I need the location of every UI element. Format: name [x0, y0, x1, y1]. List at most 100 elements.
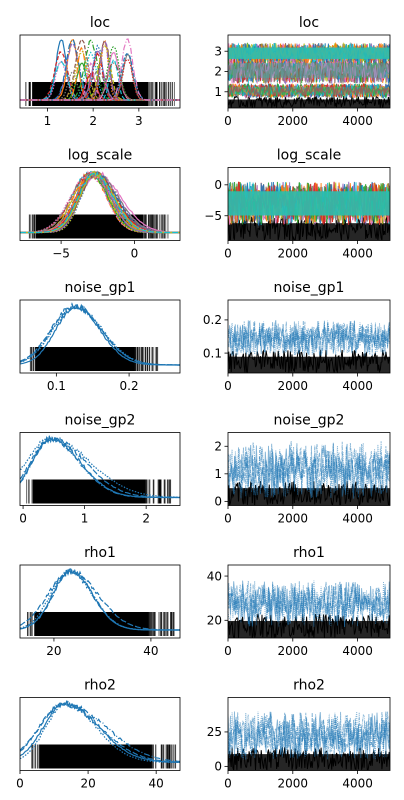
density-line: [20, 436, 180, 498]
panel-title: rho1: [293, 545, 325, 561]
x-tick-label: 0.1: [47, 379, 66, 393]
density-line: [20, 171, 180, 234]
trace-line: [228, 711, 390, 760]
rug-block: [33, 479, 145, 504]
density-line: [20, 435, 180, 499]
density-line: [20, 700, 180, 762]
trace-panel-loc: loc 1 2 3 0 2000 4000: [214, 15, 391, 128]
x-tick-label: 2: [89, 114, 97, 128]
trace-panel-noise_gp2: noise_gp2 0 1 2 0 2000 4000: [214, 413, 391, 526]
x-tick-label: 3: [135, 114, 143, 128]
panel-title: log_scale: [68, 148, 132, 164]
x-tick-label: −5: [52, 247, 70, 261]
density-line: [20, 40, 180, 101]
x-tick-label: 2000: [278, 114, 309, 128]
y-tick-label: 3: [214, 44, 222, 58]
plot-area: [228, 41, 390, 108]
density-panel-log_scale: log_scale −5 0: [19, 148, 181, 261]
trace-line: [228, 440, 390, 499]
trace-line: [228, 57, 390, 84]
plot-area: [20, 169, 180, 239]
trace-density-band: [228, 191, 390, 216]
x-tick-label: 0: [16, 777, 24, 791]
x-tick-label: 0: [224, 777, 232, 791]
density-line: [20, 437, 180, 499]
x-tick-label: 4000: [342, 247, 373, 261]
x-tick-label: 20: [80, 777, 95, 791]
axes-frame: [19, 697, 181, 771]
plot-area: [228, 181, 390, 241]
axes-frame: [19, 564, 181, 639]
trace-density-band: [228, 63, 390, 78]
trace-line: [228, 320, 390, 357]
panel-title: log_scale: [277, 148, 341, 164]
plot-area: [20, 38, 180, 106]
y-tick-label: 25: [207, 725, 222, 739]
density-panel-loc: loc 1 2 3: [19, 15, 181, 128]
plot-area: [228, 580, 390, 638]
divergence-fill: [228, 356, 390, 373]
x-tick-label: 2000: [278, 512, 309, 526]
y-tick-label: 1: [214, 467, 222, 481]
plot-area: [20, 699, 180, 769]
rug-block: [34, 612, 149, 636]
y-tick-label: −5: [204, 209, 222, 223]
x-tick-label: 20: [46, 644, 61, 658]
x-tick-label: 4000: [342, 644, 373, 658]
x-tick-label: 40: [143, 644, 158, 658]
y-tick-label: 0.2: [203, 313, 222, 327]
density-line: [20, 568, 180, 631]
x-tick-label: 2000: [278, 644, 309, 658]
axes-frame: [19, 432, 181, 506]
x-tick-label: 1: [81, 512, 89, 526]
density-line: [20, 700, 180, 764]
trace-panel-rho2: rho2 0 25 0 2000 4000: [207, 678, 391, 791]
x-tick-label: 40: [149, 777, 164, 791]
x-tick-label: 0: [131, 247, 139, 261]
panel-title: loc: [90, 15, 110, 31]
trace-panel-log_scale: log_scale −5 0 0 2000 4000: [204, 148, 391, 261]
panel-title: noise_gp1: [274, 280, 345, 296]
panel-title: rho1: [84, 545, 116, 561]
x-tick-label: 4000: [342, 777, 373, 791]
x-tick-label: 4000: [342, 114, 373, 128]
plot-area: [20, 434, 180, 504]
density-panel-rho2: rho2 0 20 40: [16, 678, 181, 791]
trace-panel-noise_gp1: noise_gp1 0.1 0.2 0 2000 4000: [203, 280, 391, 393]
density-line: [20, 304, 180, 366]
x-tick-label: 4000: [342, 512, 373, 526]
panel-title: noise_gp1: [65, 280, 136, 296]
y-tick-label: 1: [214, 85, 222, 99]
panel-title: rho2: [84, 678, 116, 694]
axes-frame: [19, 34, 181, 109]
x-tick-label: 2000: [278, 379, 309, 393]
x-tick-label: 0: [224, 247, 232, 261]
trace-line: [228, 581, 390, 627]
plot-area: [20, 567, 180, 636]
x-tick-label: 2000: [278, 247, 309, 261]
y-tick-label: 0: [214, 760, 222, 774]
plot-area: [228, 320, 390, 373]
x-tick-label: 0.2: [120, 379, 139, 393]
y-tick-label: 0: [214, 178, 222, 192]
trace-line: [228, 711, 390, 760]
y-tick-label: 0.1: [203, 346, 222, 360]
rug-block: [35, 347, 135, 371]
divergence-fill: [228, 223, 390, 241]
axes-frame: [227, 34, 391, 109]
y-tick-label: 2: [214, 65, 222, 79]
panel-title: noise_gp2: [274, 413, 345, 429]
axes-frame: [227, 299, 391, 374]
divergence-fill: [228, 754, 390, 771]
x-tick-label: 2: [142, 512, 150, 526]
x-tick-label: 4000: [342, 379, 373, 393]
trace-density-band: [228, 86, 390, 95]
axes-frame: [19, 167, 181, 241]
density-panel-rho1: rho1 20 40: [19, 545, 181, 658]
density-panel-noise_gp1: noise_gp1 0.1 0.2: [19, 280, 181, 393]
divergence-fill: [228, 620, 390, 638]
x-tick-label: 0: [224, 114, 232, 128]
trace-line: [228, 57, 390, 84]
axes-frame: [227, 564, 391, 639]
